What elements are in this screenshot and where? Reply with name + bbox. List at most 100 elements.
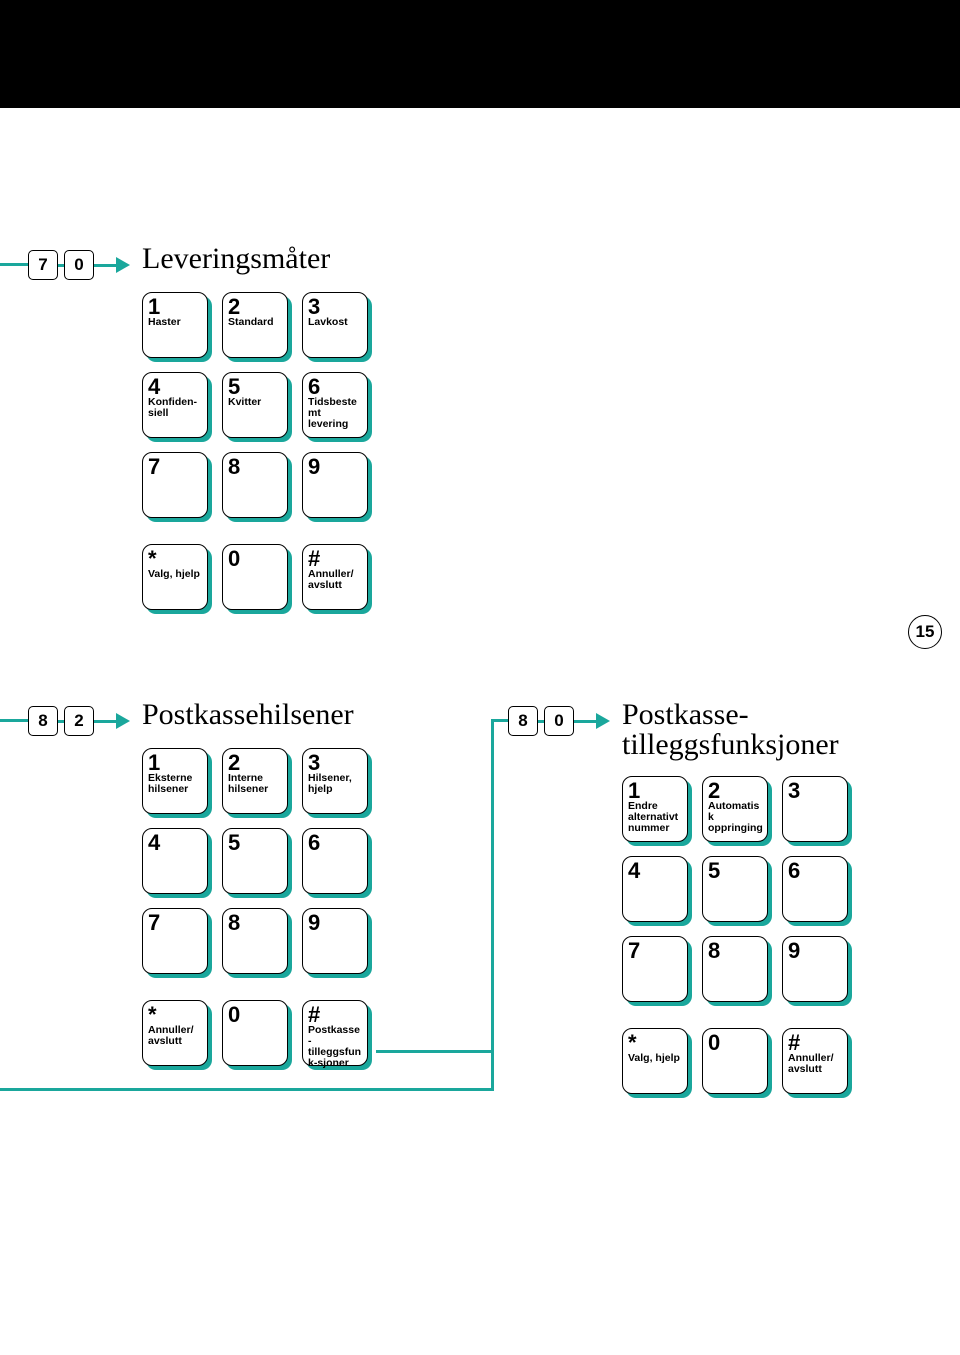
section-title: Postkassehilsener [142, 700, 354, 730]
key-face: 9 [302, 908, 368, 974]
key-label: Annuller/ avslutt [788, 1053, 843, 1075]
key-1[interactable]: 1Eksterne hilsener [142, 748, 212, 818]
flow-line [0, 719, 28, 722]
key-face: #Annuller/ avslutt [782, 1028, 848, 1094]
page-number-text: 15 [916, 622, 935, 642]
flow-line [491, 1050, 494, 1091]
key-label: Konfiden-siell [148, 397, 203, 419]
key-face: 0 [222, 1000, 288, 1066]
key-number: 2 [708, 781, 763, 801]
key-face: *Annuller/ avslutt [142, 1000, 208, 1066]
key-0[interactable]: 0 [702, 1028, 772, 1098]
key-2[interactable]: 2Automatisk oppringing [702, 776, 772, 846]
seq-connector [574, 720, 596, 723]
key-number: 1 [148, 297, 203, 317]
key-label: Annuller/ avslutt [308, 569, 363, 591]
key-9[interactable]: 9 [782, 936, 852, 1006]
key-label: Lavkost [308, 317, 363, 328]
key-number: 7 [148, 913, 203, 933]
key-8[interactable]: 8 [222, 452, 292, 522]
key-3[interactable]: 3Hilsener, hjelp [302, 748, 372, 818]
page-number: 15 [908, 615, 942, 649]
key-number: 6 [308, 833, 363, 853]
key-*[interactable]: *Valg, hjelp [142, 544, 212, 614]
key-*[interactable]: *Valg, hjelp [622, 1028, 692, 1098]
key-number: 7 [628, 941, 683, 961]
key-number: 6 [788, 861, 843, 881]
key-number: 5 [228, 377, 283, 397]
key-7[interactable]: 7 [142, 908, 212, 978]
key-9[interactable]: 9 [302, 452, 372, 522]
key-#[interactable]: #Postkasse-tilleggsfunk-sjoner [302, 1000, 372, 1070]
key-3[interactable]: 3 [782, 776, 852, 846]
key-4[interactable]: 4 [622, 856, 692, 926]
key-number: * [628, 1033, 683, 1053]
key-number: * [148, 549, 203, 569]
key-number: 9 [788, 941, 843, 961]
key-number: 4 [148, 377, 203, 397]
key-6[interactable]: 6 [302, 828, 372, 898]
key-9[interactable]: 9 [302, 908, 372, 978]
sequence-postkassetillegg: 80 [508, 706, 610, 736]
key-3[interactable]: 3Lavkost [302, 292, 372, 362]
section-title: Leveringsmåter [142, 244, 330, 274]
key-2[interactable]: 2Standard [222, 292, 292, 362]
seq-arrowhead [116, 257, 130, 273]
key-number: 1 [148, 753, 203, 773]
key-label: Hilsener, hjelp [308, 773, 363, 795]
key-number: 2 [228, 297, 283, 317]
key-#[interactable]: #Annuller/ avslutt [302, 544, 372, 614]
key-face: 0 [702, 1028, 768, 1094]
seq-key: 7 [28, 250, 58, 280]
key-face: 8 [702, 936, 768, 1002]
key-label: Standard [228, 317, 283, 328]
key-2[interactable]: 2Interne hilsener [222, 748, 292, 818]
key-4[interactable]: 4Konfiden-siell [142, 372, 212, 442]
key-label: Automatisk oppringing [708, 801, 763, 834]
key-face: 6Tidsbestemt levering [302, 372, 368, 438]
key-number: 7 [148, 457, 203, 477]
key-number: * [148, 1005, 203, 1025]
key-8[interactable]: 8 [222, 908, 292, 978]
flow-line [376, 1050, 494, 1053]
key-number: 8 [228, 457, 283, 477]
seq-arrowhead [116, 713, 130, 729]
key-1[interactable]: 1Haster [142, 292, 212, 362]
key-#[interactable]: #Annuller/ avslutt [782, 1028, 852, 1098]
key-5[interactable]: 5 [222, 828, 292, 898]
key-face: 1Eksterne hilsener [142, 748, 208, 814]
key-face: 2Interne hilsener [222, 748, 288, 814]
key-number: 1 [628, 781, 683, 801]
key-number: 9 [308, 457, 363, 477]
key-label: Annuller/ avslutt [148, 1025, 203, 1047]
key-number: 0 [708, 1033, 763, 1053]
key-face: 8 [222, 452, 288, 518]
key-1[interactable]: 1Endre alternativt nummer [622, 776, 692, 846]
key-7[interactable]: 7 [622, 936, 692, 1006]
key-4[interactable]: 4 [142, 828, 212, 898]
key-label: Tidsbestemt levering [308, 397, 363, 430]
sequence-postkassehilsener: 82 [28, 706, 130, 736]
key-5[interactable]: 5Kvitter [222, 372, 292, 442]
key-label: Haster [148, 317, 203, 328]
key-6[interactable]: 6Tidsbestemt levering [302, 372, 372, 442]
key-5[interactable]: 5 [702, 856, 772, 926]
key-label: Eksterne hilsener [148, 773, 203, 795]
key-face: 4Konfiden-siell [142, 372, 208, 438]
key-0[interactable]: 0 [222, 544, 292, 614]
key-number: 4 [628, 861, 683, 881]
key-7[interactable]: 7 [142, 452, 212, 522]
key-face: 9 [302, 452, 368, 518]
key-*[interactable]: *Annuller/ avslutt [142, 1000, 212, 1070]
key-8[interactable]: 8 [702, 936, 772, 1006]
key-number: 8 [708, 941, 763, 961]
key-0[interactable]: 0 [222, 1000, 292, 1070]
key-face: #Postkasse-tilleggsfunk-sjoner [302, 1000, 368, 1066]
key-6[interactable]: 6 [782, 856, 852, 926]
key-face: 3Hilsener, hjelp [302, 748, 368, 814]
key-label: Interne hilsener [228, 773, 283, 795]
key-number: # [308, 549, 363, 569]
key-face: 7 [142, 908, 208, 974]
keypad-postkassetillegg: 1Endre alternativt nummer2Automatisk opp… [622, 776, 852, 1086]
seq-key: 0 [64, 250, 94, 280]
